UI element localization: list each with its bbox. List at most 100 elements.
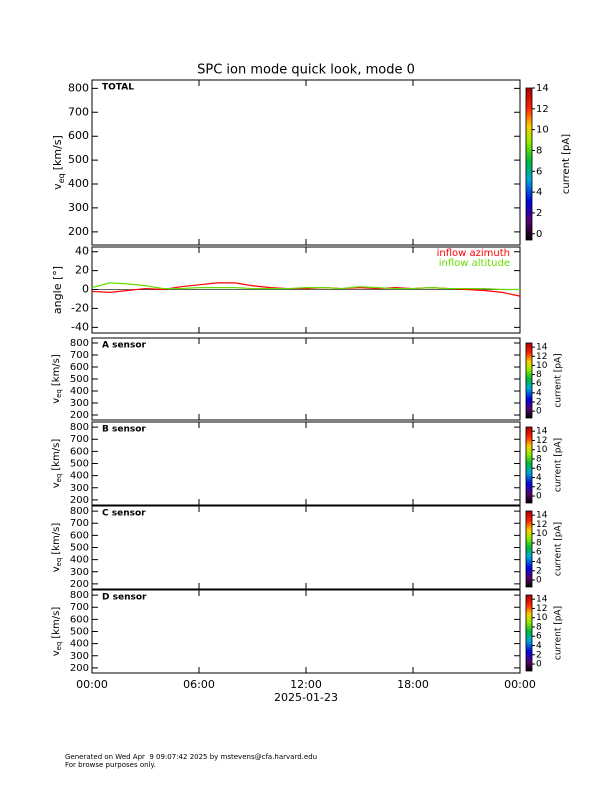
colorbar-tick-label: 12 — [536, 352, 547, 362]
colorbar-label: current [pA] — [561, 134, 572, 194]
y-label-v: v — [51, 650, 62, 656]
y-tick-label: 700 — [70, 518, 89, 529]
y-tick-label: 40 — [75, 245, 89, 258]
y-tick-label: 20 — [75, 264, 89, 277]
y-axis-label: veq [km/s] — [51, 439, 63, 489]
footer-line: Generated on Wed Apr 9 09:07:42 2025 by … — [65, 753, 317, 761]
y-axis-label: veq [km/s] — [51, 354, 63, 404]
y-tick-label: -20 — [71, 301, 89, 314]
y-tick-label: 300 — [70, 398, 89, 409]
colorbar-tick-label: 8 — [536, 538, 542, 548]
colorbar-tick-label: 14 — [536, 511, 548, 521]
y-tick-label: 600 — [68, 129, 89, 142]
y-tick-label: 600 — [70, 446, 89, 457]
colorbar-tick-label: 10 — [536, 613, 548, 623]
colorbar-tick-label: 2 — [536, 482, 542, 492]
y-tick-label: 200 — [70, 410, 89, 421]
y-tick-label: 700 — [70, 434, 89, 445]
colorbar — [525, 426, 533, 504]
y-tick-label: 300 — [68, 201, 89, 214]
colorbar-tick-label: 14 — [536, 595, 548, 605]
y-tick-label: 400 — [70, 639, 89, 650]
y-tick-label: 500 — [70, 459, 89, 470]
colorbar — [525, 594, 533, 672]
y-axis-label: veq [km/s] — [51, 523, 63, 573]
y-label-v: v — [51, 482, 62, 488]
y-tick-label: 200 — [70, 495, 89, 506]
panel-label: TOTAL — [102, 83, 134, 93]
colorbar-tick-label: 4 — [536, 187, 542, 198]
y-tick-label: 800 — [68, 81, 89, 94]
y-tick-label: 700 — [70, 602, 89, 613]
y-tick-label: 700 — [68, 105, 89, 118]
legend-entry: inflow azimuth — [437, 248, 510, 259]
y-tick-label: 400 — [70, 386, 89, 397]
legend-entry: inflow altitude — [439, 258, 510, 269]
y-label-sub: eq — [55, 642, 63, 651]
y-tick-label: 200 — [70, 663, 89, 674]
y-label-sub: eq — [55, 389, 63, 398]
colorbar-tick-label: 12 — [536, 520, 547, 530]
x-axis-label: 2025-01-23 — [274, 691, 338, 704]
colorbar-label: current [pA] — [554, 606, 564, 660]
y-tick-label: 0 — [82, 283, 89, 296]
colorbar-tick-label: 10 — [536, 529, 548, 539]
colorbar-tick-label: 4 — [536, 641, 542, 651]
panel-label: B sensor — [102, 425, 146, 435]
y-label-sub: eq — [55, 474, 63, 483]
colorbar-tick-label: 6 — [536, 166, 542, 177]
colorbar-tick-label: 8 — [536, 145, 542, 156]
y-tick-label: 700 — [70, 350, 89, 361]
colorbar — [525, 342, 533, 419]
y-tick-label: 500 — [70, 627, 89, 638]
colorbar-tick-label: 4 — [536, 388, 542, 398]
y-label-unit: [km/s] — [51, 354, 62, 386]
colorbar-tick-label: 0 — [536, 407, 542, 417]
colorbar-tick-label: 14 — [536, 427, 548, 437]
colorbar-tick-label: 2 — [536, 208, 542, 219]
y-label-unit: [km/s] — [51, 523, 62, 555]
colorbar-tick-label: 8 — [536, 454, 542, 464]
colorbar-tick-label: 4 — [536, 473, 542, 483]
colorbar-tick-label: 2 — [536, 650, 542, 660]
colorbar-tick-label: 10 — [536, 125, 549, 136]
y-tick-label: 600 — [70, 362, 89, 373]
colorbar-tick-label: 10 — [536, 361, 548, 371]
colorbar-label: current [pA] — [554, 522, 564, 576]
colorbar-tick-label: 14 — [536, 343, 548, 353]
y-axis-label: veq [km/s] — [51, 135, 66, 190]
colorbar-tick-label: 14 — [536, 83, 549, 94]
y-tick-label: 600 — [70, 530, 89, 541]
y-label-v: v — [51, 566, 62, 572]
y-tick-label: 800 — [70, 338, 89, 349]
y-label-unit: [km/s] — [51, 135, 64, 170]
y-tick-label: 400 — [70, 555, 89, 566]
y-tick-label: 800 — [70, 506, 89, 517]
y-label-sub: eq — [57, 173, 66, 183]
colorbar-tick-label: 0 — [536, 492, 542, 502]
colorbar-tick-label: 8 — [536, 370, 542, 380]
y-label-v: v — [51, 398, 62, 404]
y-tick-label: 500 — [70, 374, 89, 385]
colorbar-tick-label: 12 — [536, 604, 547, 614]
colorbar-label: current [pA] — [554, 353, 564, 407]
y-tick-label: 200 — [70, 579, 89, 590]
y-tick-label: 300 — [70, 483, 89, 494]
panel-label: A sensor — [102, 341, 147, 351]
chart-title: SPC ion mode quick look, mode 0 — [197, 63, 415, 78]
colorbar-tick-label: 8 — [536, 622, 542, 632]
x-tick-label: 00:00 — [76, 678, 108, 691]
colorbar-tick-label: 6 — [536, 548, 542, 558]
colorbar-tick-label: 0 — [536, 576, 542, 586]
y-axis-label: veq [km/s] — [51, 607, 63, 657]
y-tick-label: 500 — [70, 543, 89, 554]
colorbar — [525, 510, 533, 588]
colorbar-tick-label: 12 — [536, 104, 549, 115]
colorbar — [525, 87, 533, 241]
panel-label: D sensor — [102, 593, 147, 603]
y-tick-label: 800 — [70, 422, 89, 433]
y-tick-label: 200 — [68, 225, 89, 238]
x-tick-label: 00:00 — [504, 678, 536, 691]
